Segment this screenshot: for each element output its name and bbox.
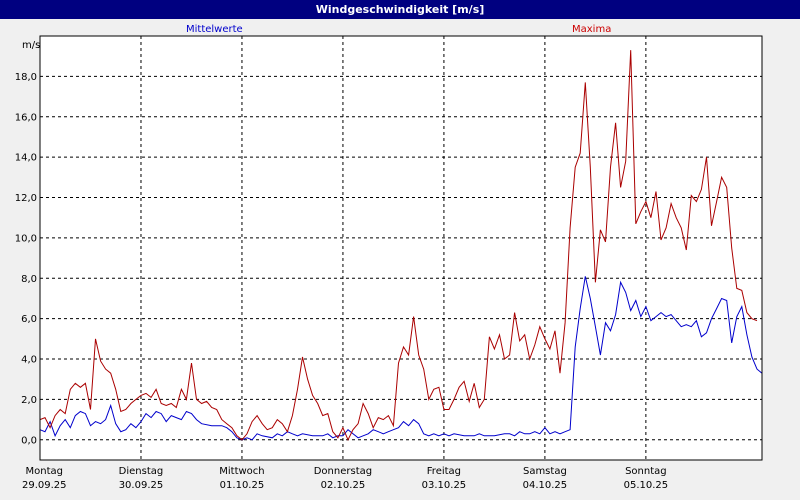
chart-title: Windgeschwindigkeit [m/s]	[0, 0, 800, 19]
y-tick-label: 2,0	[21, 395, 37, 406]
x-tick-date: 01.10.25	[219, 480, 265, 491]
y-tick-label: 14,0	[15, 153, 37, 164]
x-tick-label: Sonntag 05.10.25	[624, 466, 669, 491]
x-tick-day: Samstag	[522, 466, 567, 477]
plot-frame	[39, 35, 763, 461]
y-tick-label: 0,0	[21, 435, 37, 446]
plot-background	[40, 36, 762, 460]
x-tick-day: Montag	[25, 466, 63, 477]
y-tick-label: 4,0	[21, 355, 37, 366]
x-tick-date: 02.10.25	[320, 480, 366, 491]
x-tick-day: Dienstag	[118, 466, 164, 477]
x-tick-label: Dienstag 30.09.25	[119, 466, 164, 491]
x-tick-date: 05.10.25	[623, 480, 669, 491]
x-tick-day: Freitag	[426, 466, 462, 477]
x-tick-day: Sonntag	[625, 466, 667, 477]
x-tick-label: Samstag 04.10.25	[523, 466, 568, 491]
y-tick-label: 12,0	[15, 193, 37, 204]
legend-maxima: Maxima	[572, 24, 612, 35]
x-tick-label: Donnerstag 02.10.25	[314, 466, 372, 491]
x-tick-date: 04.10.25	[522, 480, 568, 491]
x-tick-date: 29.09.25	[22, 480, 67, 491]
x-tick-date: 30.09.25	[118, 480, 164, 491]
x-tick-day: Mittwoch	[219, 466, 265, 477]
y-tick-label: 10,0	[15, 233, 37, 244]
y-tick-label: 16,0	[15, 112, 37, 123]
series-line-maxima	[39, 50, 758, 442]
series-line-mittelwerte	[39, 276, 763, 441]
y-tick-label: 6,0	[21, 314, 37, 325]
x-tick-date: 03.10.25	[421, 480, 467, 491]
x-tick-label: Freitag 03.10.25	[422, 466, 467, 491]
x-tick-day: Donnerstag	[313, 466, 373, 477]
x-tick-label: Mittwoch 01.10.25	[219, 466, 264, 491]
y-axis-unit: m/s	[22, 40, 41, 51]
legend-mittelwerte: Mittelwerte	[186, 24, 243, 35]
x-tick-label: Montag 29.09.25	[22, 466, 67, 491]
y-tick-label: 8,0	[21, 274, 37, 285]
y-tick-label: 18,0	[15, 72, 37, 83]
